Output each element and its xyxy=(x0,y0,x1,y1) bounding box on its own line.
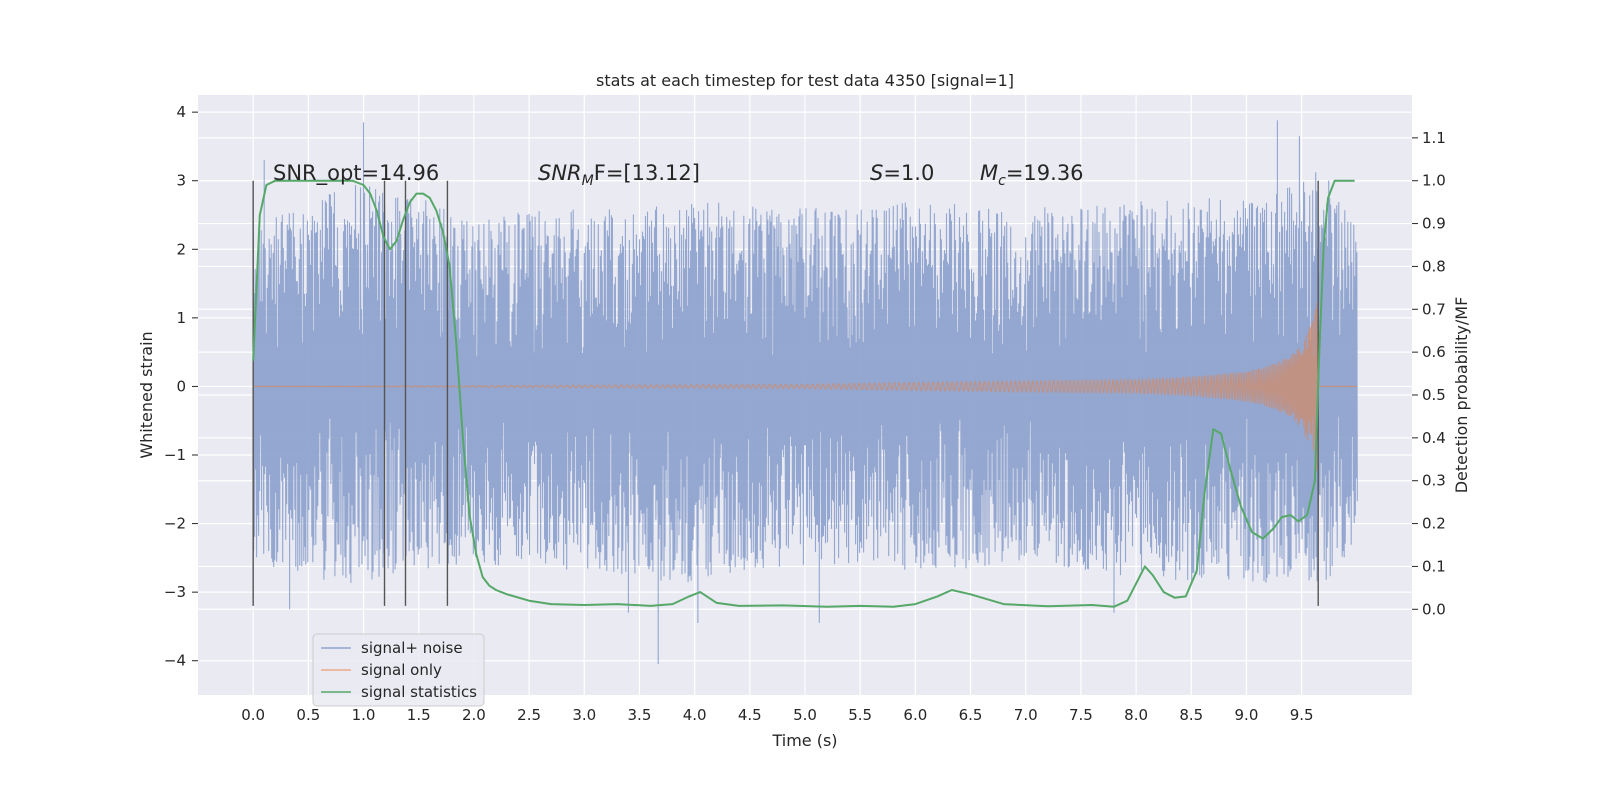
annotation-s-prefix: S xyxy=(870,161,883,185)
x-tick-label: 0.0 xyxy=(241,706,265,724)
x-tick-label: 1.5 xyxy=(407,706,431,724)
legend-box xyxy=(312,633,485,707)
legend-label-signal-only: signal only xyxy=(361,661,442,679)
left-y-tick-label: −2 xyxy=(164,515,186,533)
chart-title: stats at each timestep for test data 435… xyxy=(596,71,1014,90)
right-y-tick-label: 0.2 xyxy=(1422,515,1446,533)
right-y-tick-label: 1.1 xyxy=(1422,129,1446,147)
annotation-mc: Mc=19.36 xyxy=(980,161,1084,189)
x-tick-label: 6.0 xyxy=(903,706,927,724)
annotation-mc-sub: c xyxy=(998,173,1006,189)
left-y-axis-ticks: 4 3 2 1 0 −1 −2 −3 −4 xyxy=(164,103,198,670)
annotation-snr-mf-prefix: SNR xyxy=(538,161,582,185)
x-tick-label: 7.5 xyxy=(1069,706,1093,724)
x-axis-ticks: 0.0 0.5 1.0 1.5 2.0 2.5 3.0 3.5 4.0 4.5 5.0 5.5 6.0 6… xyxy=(241,706,1313,724)
x-tick-label: 2.5 xyxy=(517,706,541,724)
x-tick-label: 3.5 xyxy=(628,706,652,724)
x-tick-label: 0.5 xyxy=(296,706,320,724)
x-tick-label: 7.0 xyxy=(1014,706,1038,724)
x-tick-label: 5.5 xyxy=(848,706,872,724)
right-y-axis-ticks: 1.1 1.0 0.9 0.8 0.7 0.6 0.5 0.4 0.3 0.2 0.1 0.0 xyxy=(1412,129,1446,618)
right-y-tick-label: 0.1 xyxy=(1422,557,1446,575)
left-y-tick-label: −1 xyxy=(164,446,186,464)
x-tick-label: 1.0 xyxy=(352,706,376,724)
right-y-tick-label: 0.0 xyxy=(1422,600,1446,618)
signal-only-series xyxy=(253,302,1357,471)
annotation-s-rest: =1.0 xyxy=(883,161,934,185)
x-tick-label: 2.0 xyxy=(462,706,486,724)
legend: signal+ noise signal only signal statist… xyxy=(312,633,485,707)
signal-statistics-series xyxy=(252,179,1355,608)
right-y-tick-label: 0.3 xyxy=(1422,472,1446,490)
annotation-snr-mf-sub: M xyxy=(582,173,594,189)
x-tick-label: 4.0 xyxy=(683,706,707,724)
annotation-snr-mf-rest: F=[13.12] xyxy=(594,161,700,185)
annotation-snr-opt: SNR_opt=14.96 xyxy=(273,161,439,186)
signal-statistics-line xyxy=(252,179,1355,608)
right-y-tick-label: 0.9 xyxy=(1422,215,1446,233)
right-y-tick-label: 0.7 xyxy=(1422,300,1446,318)
x-tick-label: 5.0 xyxy=(793,706,817,724)
left-y-tick-label: 4 xyxy=(176,103,186,121)
left-y-axis-label: Whitened strain xyxy=(137,331,156,458)
annotation-mc-rest: =19.36 xyxy=(1006,161,1084,185)
x-tick-label: 9.0 xyxy=(1235,706,1259,724)
right-y-tick-label: 0.8 xyxy=(1422,257,1446,275)
left-y-tick-label: 3 xyxy=(176,172,186,190)
x-tick-label: 8.5 xyxy=(1179,706,1203,724)
right-y-tick-label: 0.6 xyxy=(1422,343,1446,361)
x-tick-label: 9.5 xyxy=(1290,706,1314,724)
right-y-tick-label: 1.0 xyxy=(1422,172,1446,190)
signal-only-line xyxy=(253,302,1357,471)
left-y-tick-label: −3 xyxy=(164,583,186,601)
right-y-tick-label: 0.4 xyxy=(1422,429,1446,447)
right-y-tick-label: 0.5 xyxy=(1422,386,1446,404)
annotation-mc-prefix: M xyxy=(980,161,998,185)
x-tick-label: 4.5 xyxy=(738,706,762,724)
annotation-s: S=1.0 xyxy=(870,161,934,185)
signal-noise-line xyxy=(252,120,1358,665)
right-y-axis-label: Detection probability/MF xyxy=(1452,297,1471,494)
legend-label-signal-noise: signal+ noise xyxy=(361,639,463,657)
x-tick-label: 3.0 xyxy=(572,706,596,724)
left-y-tick-label: 0 xyxy=(176,377,186,395)
x-tick-label: 6.5 xyxy=(959,706,983,724)
left-y-tick-label: 1 xyxy=(176,309,186,327)
legend-label-signal-statistics: signal statistics xyxy=(361,683,477,701)
left-y-tick-label: 2 xyxy=(176,240,186,258)
left-y-tick-label: −4 xyxy=(164,652,186,670)
x-tick-label: 8.0 xyxy=(1124,706,1148,724)
x-axis-label: Time (s) xyxy=(771,731,837,750)
annotation-snr-mf: SNRMF=[13.12] xyxy=(538,161,700,189)
signal-noise-series xyxy=(252,120,1358,665)
